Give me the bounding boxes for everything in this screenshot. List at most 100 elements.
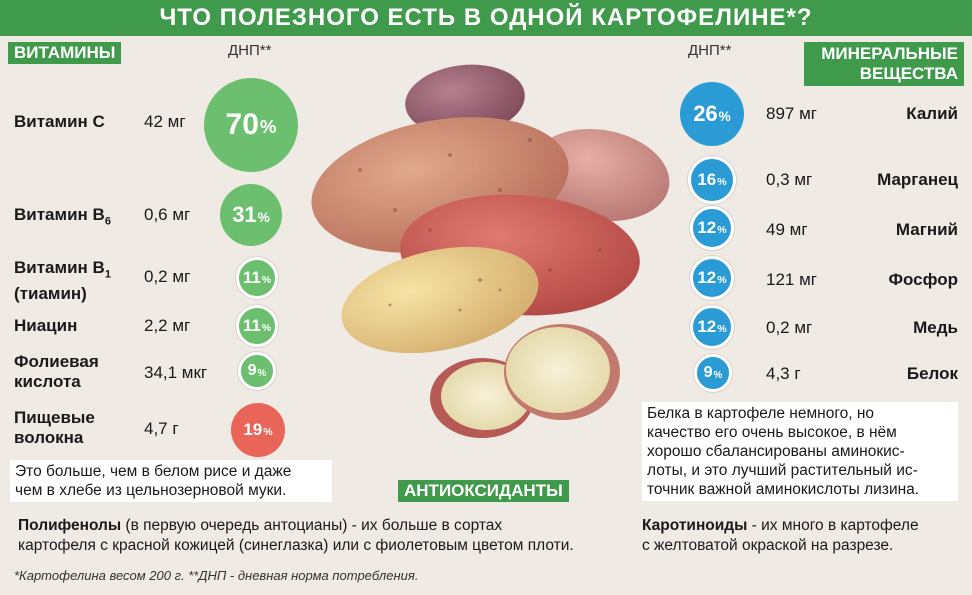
- vitamin-subscript: 6: [104, 215, 111, 228]
- mineral-name: Медь: [913, 318, 958, 337]
- vitamin-name-line2: (тиамин): [14, 284, 87, 304]
- polyphenols-text: Полифенолы (в первую очередь антоцианы) …: [18, 516, 638, 556]
- mineral-amount: 0,2 мг: [766, 318, 813, 337]
- vitamin-amount: 0,2 мг: [144, 267, 191, 286]
- dnp-circle-folic: 9%: [238, 352, 276, 390]
- dnp-circle-copper: 12%: [690, 305, 734, 349]
- mineral-name: Марганец: [877, 170, 958, 189]
- vitamin-amount: 34,1 мкг: [144, 363, 208, 382]
- vitamin-name-line2: кислота: [14, 372, 81, 391]
- potatoes-illustration: [311, 64, 670, 438]
- vitamin-row-folic: Фолиевая кислота: [14, 352, 99, 392]
- dnp-label-right: ДНП**: [688, 42, 732, 59]
- mineral-amount: 4,3 г: [766, 364, 801, 383]
- footnote: *Картофелина весом 200 г. **ДНП - дневна…: [14, 568, 419, 583]
- protein-note-line: качество его очень высокое, в нём: [647, 424, 897, 441]
- vitamin-name-line2: волокна: [14, 428, 84, 447]
- vitamin-amount: 2,2 мг: [144, 316, 191, 335]
- dnp-circle-manganese: 16%: [688, 156, 736, 204]
- percent-sign: %: [717, 224, 727, 236]
- dnp-circle-niacin: 11%: [236, 305, 278, 347]
- vitamin-amount: 42 мг: [144, 112, 186, 131]
- mineral-name: Калий: [906, 104, 958, 123]
- carotenoids-line1: - их много в картофеле: [747, 517, 919, 534]
- dnp-label-left: ДНП**: [228, 42, 272, 59]
- protein-note: Белка в картофеле немного, но качество е…: [642, 402, 958, 501]
- dnp-value: 12: [697, 218, 717, 237]
- yellow-potato: [341, 246, 539, 354]
- dnp-circle-potassium: 26%: [680, 82, 744, 146]
- mineral-name: Белок: [906, 364, 958, 383]
- pink-potato: [530, 129, 670, 221]
- dnp-value: 26: [693, 101, 718, 126]
- vitamin-name: Витамин В: [14, 258, 105, 277]
- protein-note-line: точник важной аминокислоты лизина.: [647, 481, 920, 498]
- antioxidants-label: АНТИОКСИДАНТЫ: [398, 480, 569, 502]
- title-bar: ЧТО ПОЛЕЗНОГО ЕСТЬ В ОДНОЙ КАРТОФЕЛИНЕ*?: [0, 0, 972, 36]
- minerals-label-line2: ВЕЩЕСТВА: [859, 64, 958, 83]
- percent-sign: %: [263, 426, 273, 438]
- vitamin-name: Пищевые: [14, 408, 95, 427]
- dnp-value: 11: [242, 268, 261, 287]
- percent-sign: %: [259, 116, 277, 137]
- vitamin-row-c: Витамин С: [14, 112, 105, 132]
- protein-note-line: хорошо сбалансированы аминокис-: [647, 443, 905, 460]
- minerals-label-line1: МИНЕРАЛЬНЫЕ: [821, 44, 958, 63]
- cut-potato-back-flesh: [506, 327, 610, 413]
- vitamin-name: Витамин В: [14, 205, 105, 224]
- percent-sign: %: [718, 108, 731, 124]
- fiber-note-line1: Это больше, чем в белом рисе и даже: [15, 463, 292, 480]
- protein-note-line: Белка в картофеле немного, но: [647, 405, 875, 422]
- percent-sign: %: [713, 369, 723, 381]
- percent-sign: %: [717, 176, 727, 188]
- carotenoids-title: Каротиноиды: [642, 517, 748, 534]
- vitamin-row-fiber: Пищевые волокна: [14, 408, 95, 448]
- mineral-amount: 0,3 мг: [766, 170, 813, 189]
- dnp-value: 9: [703, 364, 713, 381]
- fiber-note: Это больше, чем в белом рисе и даже чем …: [10, 460, 332, 502]
- mineral-amount: 49 мг: [766, 220, 808, 239]
- vitamin-amount: 0,6 мг: [144, 205, 191, 224]
- vitamin-row-b1: Витамин В1 (тиамин): [14, 258, 111, 304]
- dnp-value: 16: [697, 170, 717, 189]
- vitamin-row-b6: Витамин В6: [14, 205, 111, 231]
- dnp-circle-fiber: 19%: [231, 403, 285, 457]
- mineral-amount: 121 мг: [766, 270, 817, 289]
- percent-sign: %: [261, 322, 272, 334]
- polyphenols-line1: (в первую очередь антоцианы) - их больше…: [121, 517, 503, 534]
- mineral-name: Фосфор: [888, 270, 958, 289]
- dnp-value: 12: [697, 317, 717, 336]
- protein-note-line: лоты, и это лучший растительный ис-: [647, 462, 918, 479]
- dnp-value: 11: [242, 316, 261, 335]
- vitamin-row-niacin: Ниацин: [14, 316, 77, 336]
- page-title: ЧТО ПОЛЕЗНОГО ЕСТЬ В ОДНОЙ КАРТОФЕЛИНЕ*?: [159, 4, 813, 31]
- vitamin-name: Витамин С: [14, 112, 105, 131]
- carotenoids-text: Каротиноиды - их много в картофеле с жел…: [642, 516, 962, 556]
- minerals-label: МИНЕРАЛЬНЫЕ ВЕЩЕСТВА: [804, 42, 964, 86]
- vitamin-subscript: 1: [104, 268, 111, 281]
- purple-potato: [405, 64, 525, 136]
- percent-sign: %: [717, 274, 727, 286]
- dnp-value: 19: [243, 420, 263, 439]
- dnp-circle-vitamin-b6: 31%: [220, 184, 282, 246]
- dnp-circle-vitamin-c: 70%: [204, 78, 298, 172]
- mineral-amount: 897 мг: [766, 104, 817, 123]
- dnp-value: 9: [247, 362, 257, 379]
- dnp-value: 12: [697, 268, 717, 287]
- polyphenols-title: Полифенолы: [18, 517, 122, 534]
- vitamin-amount: 4,7 г: [144, 419, 179, 438]
- dnp-value: 70: [225, 108, 259, 141]
- dnp-circle-protein: 9%: [694, 354, 732, 392]
- percent-sign: %: [261, 274, 272, 286]
- vitamins-label: ВИТАМИНЫ: [8, 42, 122, 64]
- dnp-circle-vitamin-b1: 11%: [236, 257, 278, 299]
- vitamin-name: Ниацин: [14, 316, 78, 335]
- percent-sign: %: [257, 367, 267, 379]
- dnp-circle-magnesium: 12%: [690, 206, 734, 250]
- fiber-note-line2: чем в хлебе из цельнозерновой муки.: [15, 482, 287, 499]
- carotenoids-line2: с желтоватой окраской на разрезе.: [642, 537, 894, 554]
- polyphenols-line2: картофеля с красной кожицей (синеглазка)…: [18, 537, 574, 554]
- mineral-name: Магний: [895, 220, 958, 239]
- vitamin-name: Фолиевая: [14, 352, 99, 371]
- dnp-value: 31: [232, 202, 257, 227]
